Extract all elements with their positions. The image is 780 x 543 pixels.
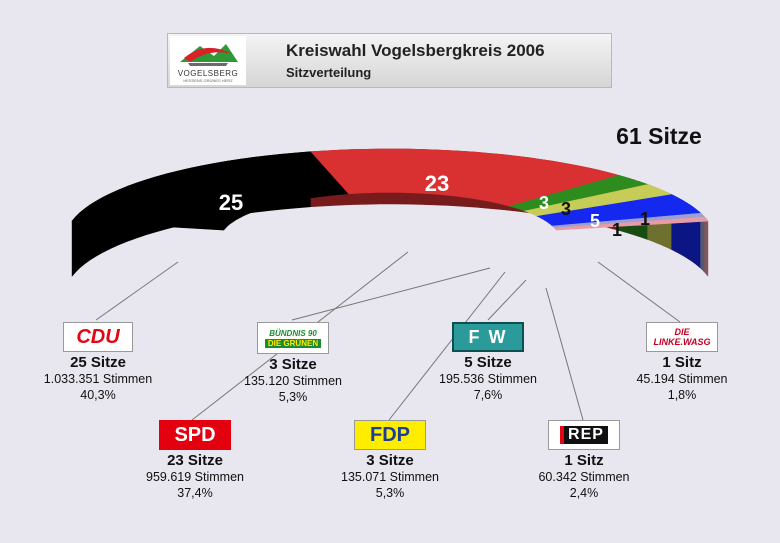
party-block-spd: SPD 23 Sitze 959.619 Stimmen 37,4%	[130, 420, 260, 501]
fdp-votes: 135.071 Stimmen	[341, 470, 439, 484]
linke-percent: 1,8%	[667, 388, 697, 402]
total-seats-label: 61 Sitze	[616, 123, 702, 149]
fdp-logo-text: FDP	[370, 423, 410, 446]
leader-line-b-ndnis-90-die-gr-nen	[291, 267, 491, 321]
cdu-percent: 40,3%	[80, 388, 116, 402]
gruene-logo: BÜNDNIS 90 DIE GRÜNEN	[257, 322, 329, 354]
party-block-cdu: CDU 25 Sitze 1.033.351 Stimmen 40,3%	[33, 322, 163, 403]
vogelsberg-logo: VOGELSBERG HESSENS GRÜNES HERZ	[170, 36, 246, 85]
chart-header: VOGELSBERG HESSENS GRÜNES HERZ Kreiswahl…	[167, 33, 612, 88]
seat-count-fdp: 3	[561, 199, 571, 219]
fdp-seats: 3 Sitze	[366, 452, 414, 469]
seat-wall-rep	[700, 212, 705, 273]
party-block-fw: F W 5 Sitze 195.536 Stimmen 7,6%	[423, 322, 553, 403]
vogelsberg-logo-icon	[180, 44, 238, 66]
fdp-logo: FDP	[354, 420, 426, 450]
linke-seats: 1 Sitz	[662, 354, 702, 371]
leader-line-rep	[545, 287, 584, 421]
rep-logo-text: REP	[560, 426, 608, 444]
seat-wall-die-linke-wasg	[704, 216, 709, 277]
linke-logo-text: DIE LINKE.WASG	[653, 327, 711, 347]
cdu-logo: CDU	[63, 322, 133, 352]
seat-count-b-ndnis-90-die-gr-nen: 3	[539, 193, 549, 213]
rep-votes: 60.342 Stimmen	[538, 470, 630, 484]
fw-percent: 7,6%	[473, 388, 503, 402]
spd-seats: 23 Sitze	[167, 452, 223, 469]
rep-percent: 2,4%	[569, 486, 599, 500]
chart-subtitle: Sitzverteilung	[286, 65, 372, 80]
gruene-logo-line1: BÜNDNIS 90	[269, 328, 317, 338]
party-block-linke: DIE LINKE.WASG 1 Sitz 45.194 Stimmen 1,8…	[617, 322, 747, 403]
gruene-percent: 5,3%	[278, 390, 308, 404]
rep-logo: REP	[548, 420, 620, 450]
seat-count-spd: 23	[425, 171, 449, 196]
spd-logo-text: SPD	[174, 423, 216, 446]
fw-seats: 5 Sitze	[464, 354, 512, 371]
seat-count-cdu: 25	[219, 190, 243, 215]
gruene-votes: 135.120 Stimmen	[244, 374, 342, 388]
logo-subtext: HESSENS GRÜNES HERZ	[183, 78, 233, 83]
spd-percent: 37,4%	[177, 486, 213, 500]
fw-votes: 195.536 Stimmen	[439, 372, 537, 386]
party-block-gruene: BÜNDNIS 90 DIE GRÜNEN 3 Sitze 135.120 St…	[228, 322, 358, 405]
leader-line-die-linke-wasg	[597, 261, 681, 323]
gruene-seats: 3 Sitze	[269, 356, 317, 373]
rep-seats: 1 Sitz	[564, 452, 604, 469]
cdu-logo-text: CDU	[76, 325, 120, 348]
cdu-votes: 1.033.351 Stimmen	[43, 372, 153, 386]
chart-title: Kreiswahl Vogelsbergkreis 2006	[286, 41, 545, 60]
leader-line-cdu	[95, 261, 179, 321]
spd-logo: SPD	[159, 420, 231, 450]
fw-logo: F W	[452, 322, 524, 352]
seat-count-fw: 5	[590, 211, 600, 231]
seat-segment-die-linke-wasg	[553, 216, 709, 231]
seat-count-rep: 1	[612, 220, 622, 240]
fdp-percent: 5,3%	[375, 486, 405, 500]
leader-line-fdp	[388, 271, 506, 421]
fw-logo-text: F W	[468, 326, 508, 347]
seat-segment-cdu	[71, 151, 350, 231]
chart-top-faces	[71, 148, 709, 231]
linke-votes: 45.194 Stimmen	[636, 372, 728, 386]
linke-logo: DIE LINKE.WASG	[646, 322, 718, 352]
gruene-logo-line2: DIE GRÜNEN	[264, 338, 322, 348]
spd-votes: 959.619 Stimmen	[146, 470, 244, 484]
leader-line-fw	[487, 279, 527, 321]
seat-count-die-linke-wasg: 1	[640, 209, 650, 229]
logo-text: VOGELSBERG	[177, 69, 239, 78]
leader-lines	[95, 251, 681, 421]
party-block-rep: REP 1 Sitz 60.342 Stimmen 2,4%	[519, 420, 649, 501]
cdu-seats: 25 Sitze	[70, 354, 126, 371]
party-block-fdp: FDP 3 Sitze 135.071 Stimmen 5,3%	[325, 420, 455, 501]
